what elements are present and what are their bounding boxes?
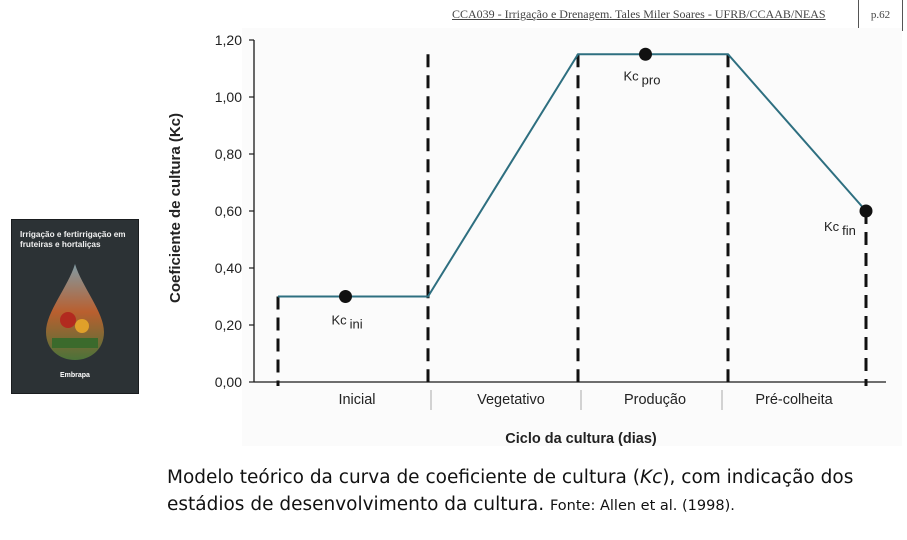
kc-point-marker xyxy=(339,290,352,303)
y-tick-label: 1,20 xyxy=(215,32,242,48)
y-tick-label: 0,20 xyxy=(215,317,242,333)
kc-markers: Kc ini Kc pro Kc fin xyxy=(332,47,873,332)
chart-background xyxy=(242,28,902,446)
kc-point-label: Kc pro xyxy=(624,68,661,87)
stage-label: Produção xyxy=(624,392,686,408)
kc-point-label: Kc ini xyxy=(332,313,363,332)
caption-text-b: ), com indicação dos estádios de desenvo… xyxy=(167,467,854,515)
course-header: CCA039 - Irrigação e Drenagem. Tales Mil… xyxy=(452,7,826,21)
kc-point-marker xyxy=(639,47,652,61)
y-tick-label: 0,40 xyxy=(215,260,242,276)
stage-label: Inicial xyxy=(338,392,375,408)
y-axis-label: Coeficiente de cultura (Kc) xyxy=(167,113,184,303)
y-tick-label: 0,00 xyxy=(215,374,242,390)
stage-label: Vegetativo xyxy=(477,392,545,408)
x-axis-label: Ciclo da cultura (dias) xyxy=(505,431,657,447)
stage-label: Pré-colheita xyxy=(755,392,833,408)
caption-italic-kc: Kc xyxy=(639,467,663,488)
publisher-logo: Embrapa xyxy=(60,372,90,379)
book-title: Irrigação e fertirrigação em fruteiras e… xyxy=(20,230,126,249)
kc-curve xyxy=(278,53,867,298)
caption-source: Fonte: Allen et al. (1998). xyxy=(549,498,735,514)
figure-caption: Modelo teórico da curva de coeficiente d… xyxy=(167,464,887,520)
y-ticks: 0,00 0,20 0,40 0,60 0,80 1,00 1,20 xyxy=(215,32,254,390)
y-tick-label: 0,80 xyxy=(215,146,242,162)
y-tick-label: 0,60 xyxy=(215,203,242,219)
book-cover: Irrigação e fertirrigação em fruteiras e… xyxy=(11,219,139,394)
stage-labels: Inicial Vegetativo Produção Pré-colheita xyxy=(338,390,834,410)
stage-boundaries xyxy=(276,54,868,386)
caption-text-a: Modelo teórico da curva de coeficiente d… xyxy=(167,467,640,488)
y-tick-label: 1,00 xyxy=(215,89,242,105)
kc-point-marker xyxy=(859,204,873,218)
droplet-illustration xyxy=(46,264,104,360)
kc-point-label: Kc fin xyxy=(824,219,856,238)
kc-curve-line xyxy=(278,53,867,298)
